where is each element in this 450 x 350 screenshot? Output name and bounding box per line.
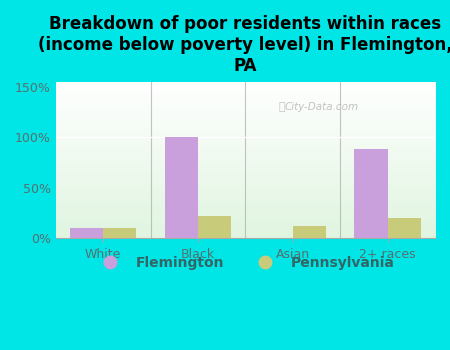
Bar <box>165 137 198 238</box>
Bar <box>70 228 103 238</box>
Text: ⓘ: ⓘ <box>278 102 285 112</box>
Bar <box>293 226 326 238</box>
Bar <box>355 149 387 238</box>
Text: City-Data.com: City-Data.com <box>284 102 358 112</box>
Bar <box>387 218 421 238</box>
Title: Breakdown of poor residents within races
(income below poverty level) in Fleming: Breakdown of poor residents within races… <box>38 15 450 75</box>
Legend: Flemington, Pennsylvania: Flemington, Pennsylvania <box>91 250 400 275</box>
Bar <box>198 216 231 238</box>
Bar <box>103 228 136 238</box>
